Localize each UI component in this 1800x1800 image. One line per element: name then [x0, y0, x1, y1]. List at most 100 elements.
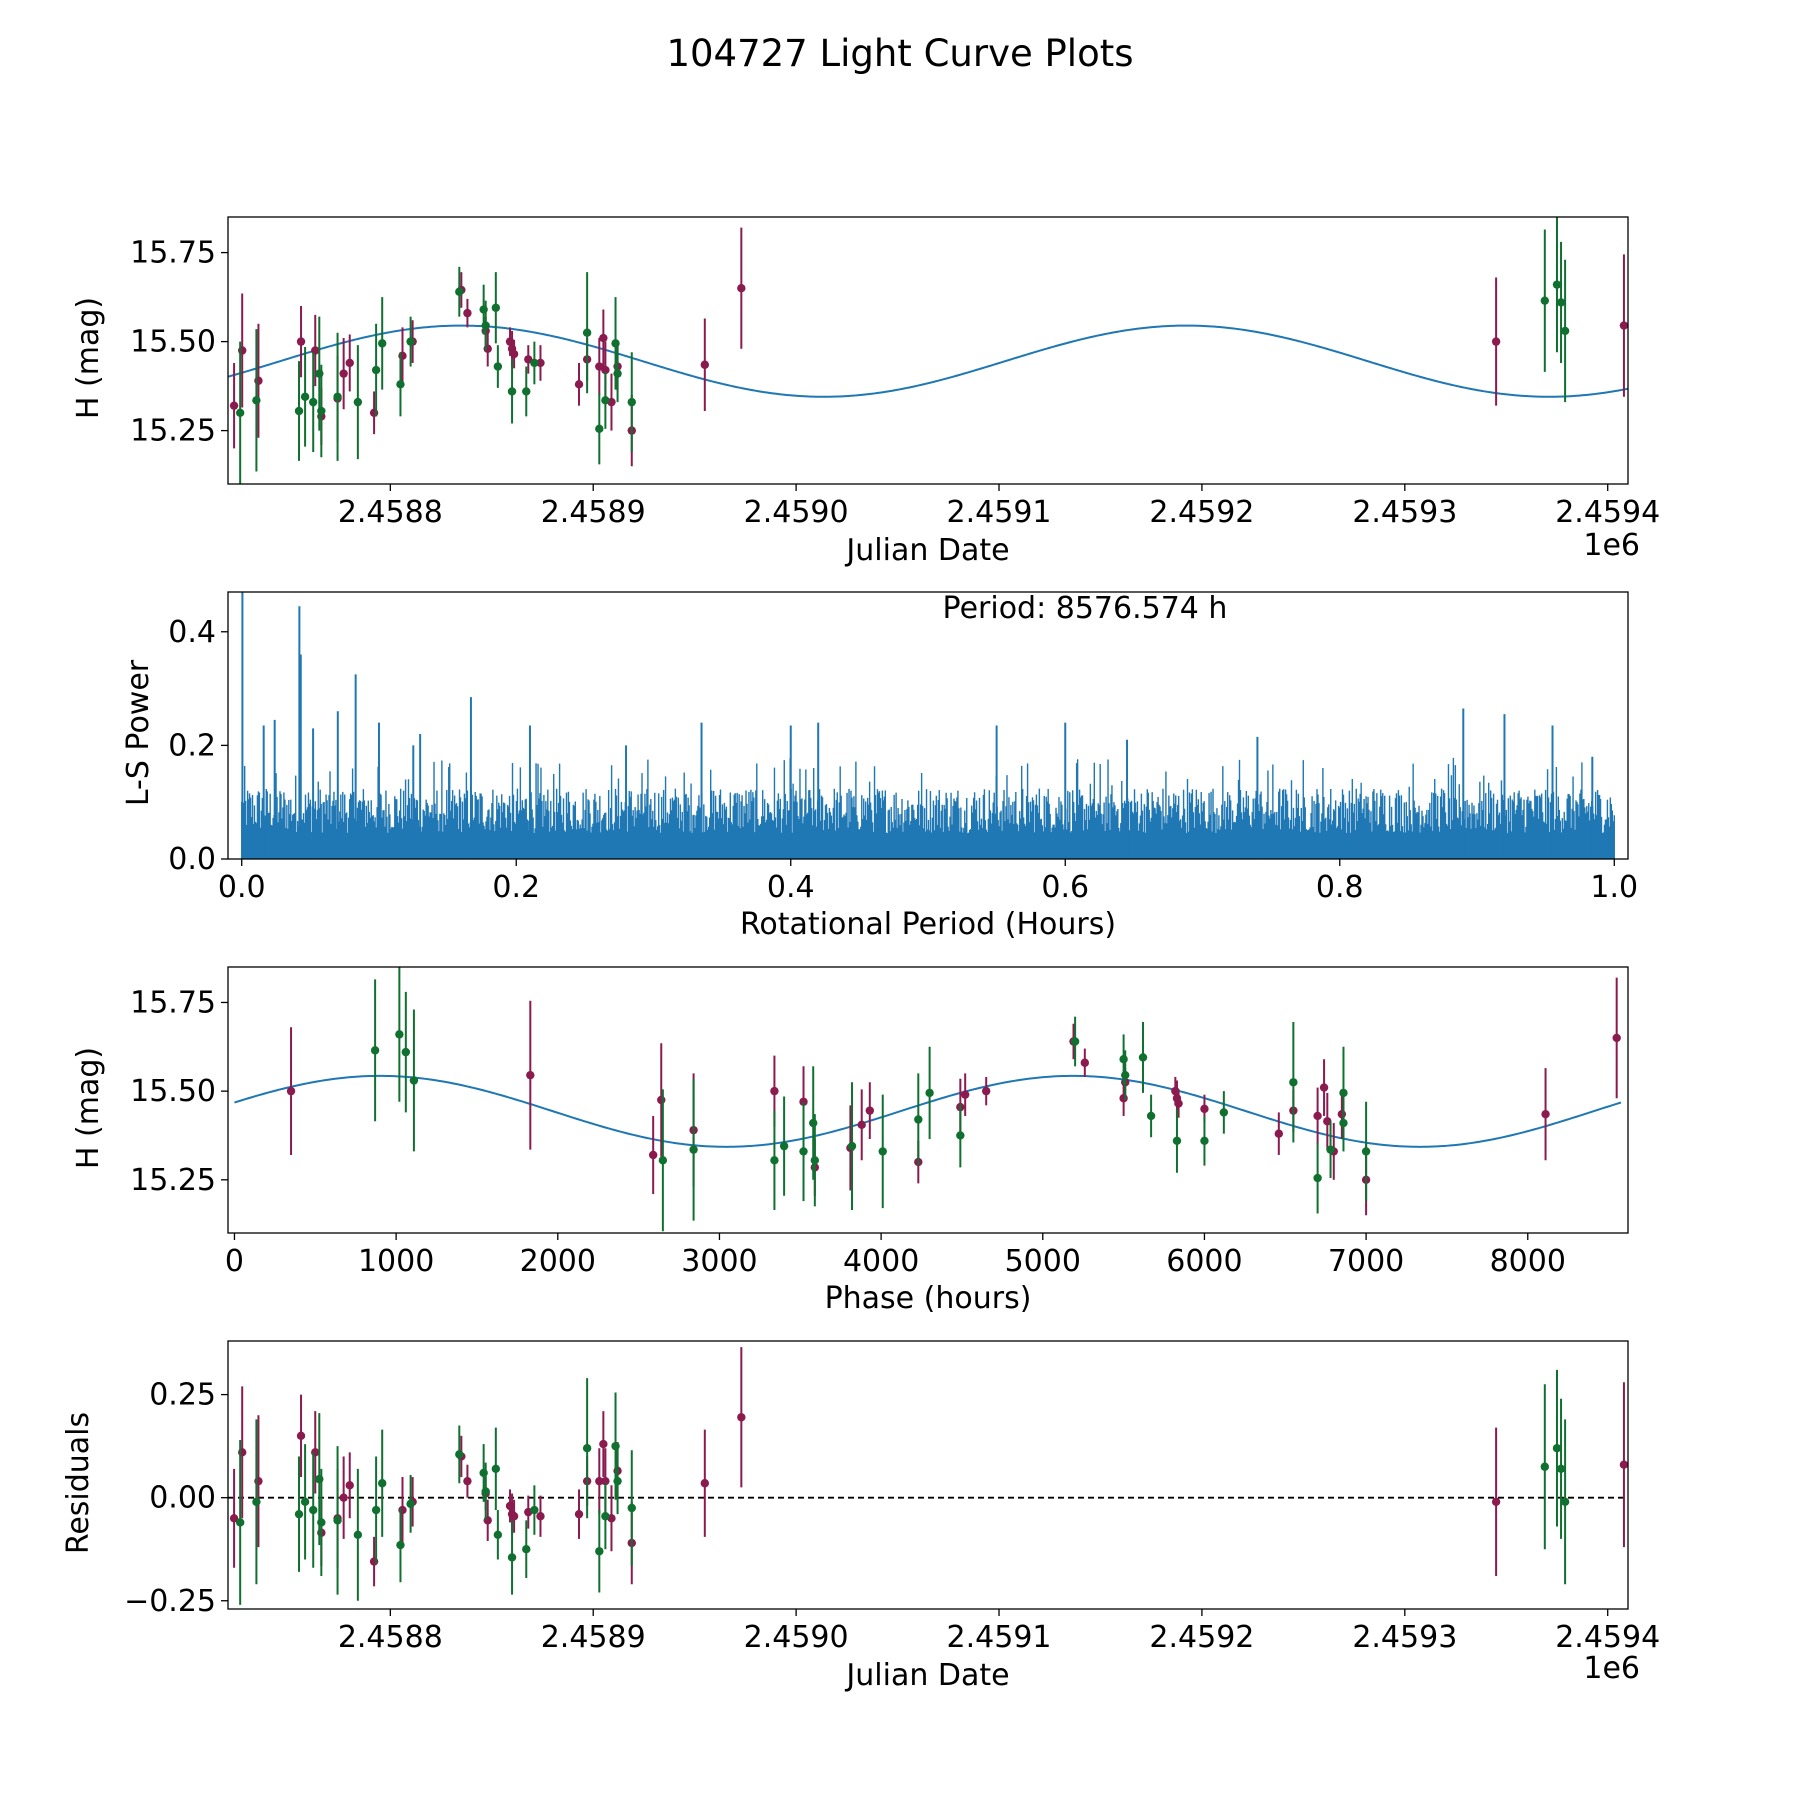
- residuals-point-green: [1540, 1462, 1550, 1471]
- light-curve-point-red: [700, 360, 710, 369]
- light-curve-point-red: [339, 369, 348, 378]
- residuals-point-green: [530, 1505, 539, 1515]
- light-curve-point-red: [599, 333, 608, 343]
- residuals-point-green: [493, 1530, 503, 1539]
- phase-folded-y-label: H (mag): [71, 1047, 106, 1169]
- phase-folded-point-green: [809, 1118, 818, 1128]
- phase-folded-point-green: [1339, 1118, 1348, 1128]
- periodogram-y-tick-label: 0.0: [168, 842, 216, 877]
- residuals-x-offset: 1e6: [1583, 1651, 1640, 1686]
- phase-folded-point-red: [1319, 1083, 1329, 1092]
- phase-folded-point-red: [857, 1120, 866, 1130]
- residuals-frame: [227, 1340, 1629, 1610]
- phase-folded-x-tick-label: 6000: [1166, 1244, 1242, 1279]
- residuals-point-green: [582, 1444, 592, 1453]
- phase-folded-point-green: [1119, 1055, 1128, 1064]
- phase-folded-point-red: [1337, 1109, 1347, 1119]
- periodogram-x-tick-label: 0.8: [1316, 870, 1364, 905]
- residuals-point-red: [339, 1493, 348, 1502]
- phase-folded-x-label: Phase (hours): [825, 1281, 1032, 1316]
- light-curve-point-green: [522, 387, 531, 396]
- light-curve-point-green: [493, 362, 503, 371]
- phase-folded-point-green: [914, 1115, 923, 1124]
- periodogram-x-tick-label: 0.2: [492, 870, 540, 905]
- phase-folded-panel: H (mag) Phase (hours) 0 1000 2000 3000 4000 5…: [71, 966, 1629, 1316]
- residuals-point-green: [601, 1512, 610, 1521]
- light-curve-point-green: [353, 397, 363, 407]
- periodogram-x-tick-label: 0.0: [218, 870, 266, 905]
- light-curve-x-tick-label: 2.4589: [541, 495, 646, 530]
- light-curve-point-red: [509, 349, 519, 359]
- residuals-point-red: [700, 1479, 710, 1488]
- residuals-point-green: [406, 1499, 415, 1509]
- residuals-point-green: [309, 1505, 318, 1515]
- light-curve-point-red: [1491, 337, 1501, 346]
- light-curve-point-green: [235, 408, 245, 417]
- periodogram-y-label: L-S Power: [121, 659, 156, 806]
- residuals-point-green: [371, 1505, 381, 1515]
- phase-folded-y-tick-label: 15.50: [130, 1074, 216, 1109]
- phase-folded-point-green: [770, 1156, 779, 1165]
- residuals-point-green: [252, 1497, 261, 1507]
- residuals-point-red: [296, 1431, 306, 1441]
- residuals-point-green: [613, 1476, 622, 1486]
- light-curve-point-green: [371, 365, 381, 375]
- light-curve-model-line: [228, 324, 1628, 398]
- light-curve-x-tick-label: 2.4593: [1352, 495, 1457, 530]
- phase-folded-point-red: [1323, 1117, 1332, 1126]
- periodogram-x-label: Rotational Period (Hours): [740, 907, 1116, 942]
- phase-folded-point-green: [925, 1088, 934, 1098]
- light-curve-point-green: [481, 321, 490, 330]
- light-curve-point-green: [406, 337, 415, 346]
- clip3-group: [228, 1347, 1628, 1605]
- residuals-x-tick-label: 2.4592: [1149, 1620, 1254, 1655]
- light-curve-y-label: H (mag): [71, 297, 106, 419]
- light-curve-panel: H (mag) Julian Date 1e6 2.4588 2.4589 2.45…: [71, 216, 1660, 568]
- light-curve-point-red: [595, 362, 604, 371]
- residuals-x-tick-label: 2.4591: [947, 1620, 1052, 1655]
- light-curve-point-red: [536, 358, 545, 368]
- residuals-point-red: [599, 1439, 608, 1449]
- phase-folded-point-green: [1326, 1145, 1335, 1154]
- light-curve-point-green: [627, 397, 636, 407]
- residuals-point-red: [509, 1512, 519, 1521]
- light-curve-point-green: [317, 406, 326, 416]
- phase-folded-point-red: [981, 1086, 991, 1096]
- residuals-point-red: [1619, 1460, 1628, 1469]
- light-curve-point-green: [1552, 280, 1562, 289]
- light-curve-point-green: [294, 406, 304, 416]
- light-curve-point-red: [601, 365, 610, 375]
- periodogram-y-tick-label: 0.2: [168, 728, 216, 763]
- phase-folded-point-green: [810, 1156, 820, 1165]
- residuals-point-red: [1491, 1497, 1501, 1507]
- phase-folded-point-green: [401, 1047, 411, 1057]
- phase-folded-x-tick-label: 5000: [1005, 1244, 1081, 1279]
- periodogram-frame: [227, 591, 1629, 860]
- residuals-point-green: [481, 1487, 490, 1496]
- periodogram-x-tick-label: 1.0: [1590, 870, 1638, 905]
- phase-folded-x-tick-label: 4000: [843, 1244, 919, 1279]
- residuals-point-green: [595, 1547, 604, 1556]
- light-curve-point-green: [309, 397, 318, 407]
- light-curve-point-red: [345, 358, 354, 368]
- light-curve-point-red: [1619, 321, 1628, 330]
- residuals-point-green: [317, 1518, 326, 1527]
- periodogram-x-tick-label: 0.4: [767, 870, 815, 905]
- residuals-x-label: Julian Date: [844, 1658, 1009, 1693]
- phase-folded-x-tick-label: 3000: [681, 1244, 757, 1279]
- light-curve-point-green: [582, 328, 592, 337]
- phase-folded-point-green: [689, 1145, 698, 1154]
- residuals-x-tick-label: 2.4589: [541, 1620, 646, 1655]
- light-curve-x-offset: 1e6: [1583, 528, 1640, 563]
- light-curve-point-green: [455, 287, 464, 296]
- light-curve-y-tick-label: 15.50: [130, 325, 216, 360]
- phase-folded-y-tick-label: 15.25: [130, 1163, 216, 1198]
- light-curve-point-red: [737, 284, 746, 293]
- light-curve-point-green: [1556, 298, 1566, 307]
- phase-folded-point-green: [1289, 1078, 1298, 1087]
- residuals-point-green: [1556, 1464, 1566, 1474]
- light-curve-point-green: [595, 424, 604, 434]
- residuals-point-red: [536, 1512, 545, 1521]
